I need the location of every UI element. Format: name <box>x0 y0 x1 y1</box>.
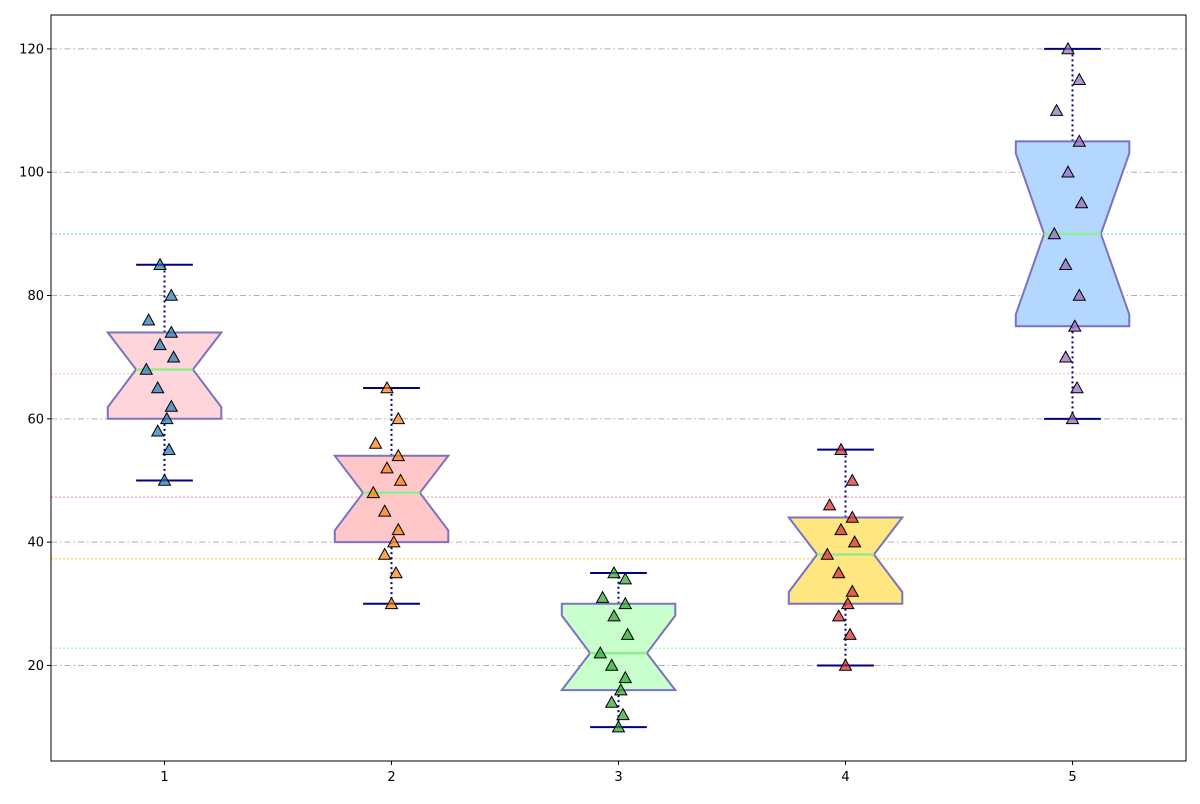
data-point <box>1070 380 1084 394</box>
data-point <box>384 596 399 610</box>
data-point <box>611 720 626 733</box>
data-point <box>386 535 401 548</box>
data-point <box>595 590 610 603</box>
y-tick-label: 80 <box>27 289 44 304</box>
data-point <box>366 485 381 499</box>
data-point <box>377 504 392 517</box>
grid-layer <box>51 48 1186 666</box>
x-tick-label: 3 <box>614 770 622 785</box>
data-point <box>164 399 179 412</box>
data-point <box>1074 195 1089 209</box>
data-point <box>616 707 630 721</box>
data-point <box>1072 72 1087 85</box>
box-body <box>105 331 224 420</box>
data-point <box>368 436 383 449</box>
data-point <box>604 695 619 708</box>
data-point <box>618 670 633 684</box>
data-point <box>613 683 628 696</box>
data-point <box>1049 103 1064 116</box>
y-tick-label: 60 <box>27 412 44 427</box>
data-point <box>831 609 846 622</box>
data-point <box>1061 165 1075 178</box>
data-point <box>831 565 846 579</box>
data-point <box>1072 288 1087 301</box>
data-point <box>845 473 860 486</box>
data-point <box>593 646 608 659</box>
data-point <box>1061 41 1075 55</box>
data-point <box>604 658 619 671</box>
data-point <box>164 325 179 338</box>
data-point <box>150 424 165 437</box>
x-tick-label: 2 <box>387 770 395 785</box>
data-point <box>840 596 855 610</box>
y-tick-label: 120 <box>19 42 44 57</box>
data-point <box>162 442 176 455</box>
data-point <box>380 461 394 474</box>
boxes-layer <box>105 47 1131 729</box>
data-point <box>822 498 837 511</box>
x-tick-label: 5 <box>1068 770 1076 785</box>
data-point <box>1058 350 1073 363</box>
data-point <box>845 584 860 597</box>
y-tick-label: 20 <box>27 659 44 674</box>
data-point <box>838 658 853 671</box>
data-point <box>845 510 860 523</box>
data-point <box>380 380 394 394</box>
box-body <box>332 454 451 544</box>
data-point <box>620 627 635 640</box>
data-point <box>607 565 621 579</box>
data-point <box>157 473 172 486</box>
data-point <box>847 535 862 548</box>
mean-lines-layer <box>51 233 1186 649</box>
data-point <box>393 473 408 486</box>
data-point <box>1047 226 1062 240</box>
x-tick-label: 1 <box>160 770 168 785</box>
data-point <box>1067 319 1082 332</box>
x-tick-label: 4 <box>841 770 849 785</box>
data-point <box>389 565 403 579</box>
points-layer <box>139 41 1089 733</box>
axes-layer: 20 40 60 80 100 120 1 2 3 4 5 <box>19 42 1076 785</box>
data-point <box>1072 134 1087 147</box>
data-point <box>391 448 406 462</box>
data-point <box>834 522 848 536</box>
data-point <box>150 380 165 394</box>
data-point <box>139 362 154 375</box>
data-point <box>166 350 181 363</box>
data-point <box>618 596 633 610</box>
data-point <box>164 288 179 301</box>
box-body <box>559 602 678 692</box>
data-point <box>141 313 156 326</box>
data-point <box>820 547 835 560</box>
data-point <box>159 411 174 425</box>
data-point <box>153 257 167 270</box>
data-point <box>391 522 406 536</box>
y-tick-label: 40 <box>27 536 44 551</box>
data-point <box>153 337 167 351</box>
data-point <box>834 442 848 455</box>
box-body <box>786 516 905 605</box>
data-point <box>1058 257 1073 270</box>
data-point <box>843 627 857 640</box>
data-point <box>618 572 633 585</box>
data-point <box>1065 411 1080 425</box>
data-point <box>391 411 406 425</box>
y-tick-label: 100 <box>19 166 44 181</box>
data-point <box>607 609 621 622</box>
data-point <box>377 547 392 560</box>
